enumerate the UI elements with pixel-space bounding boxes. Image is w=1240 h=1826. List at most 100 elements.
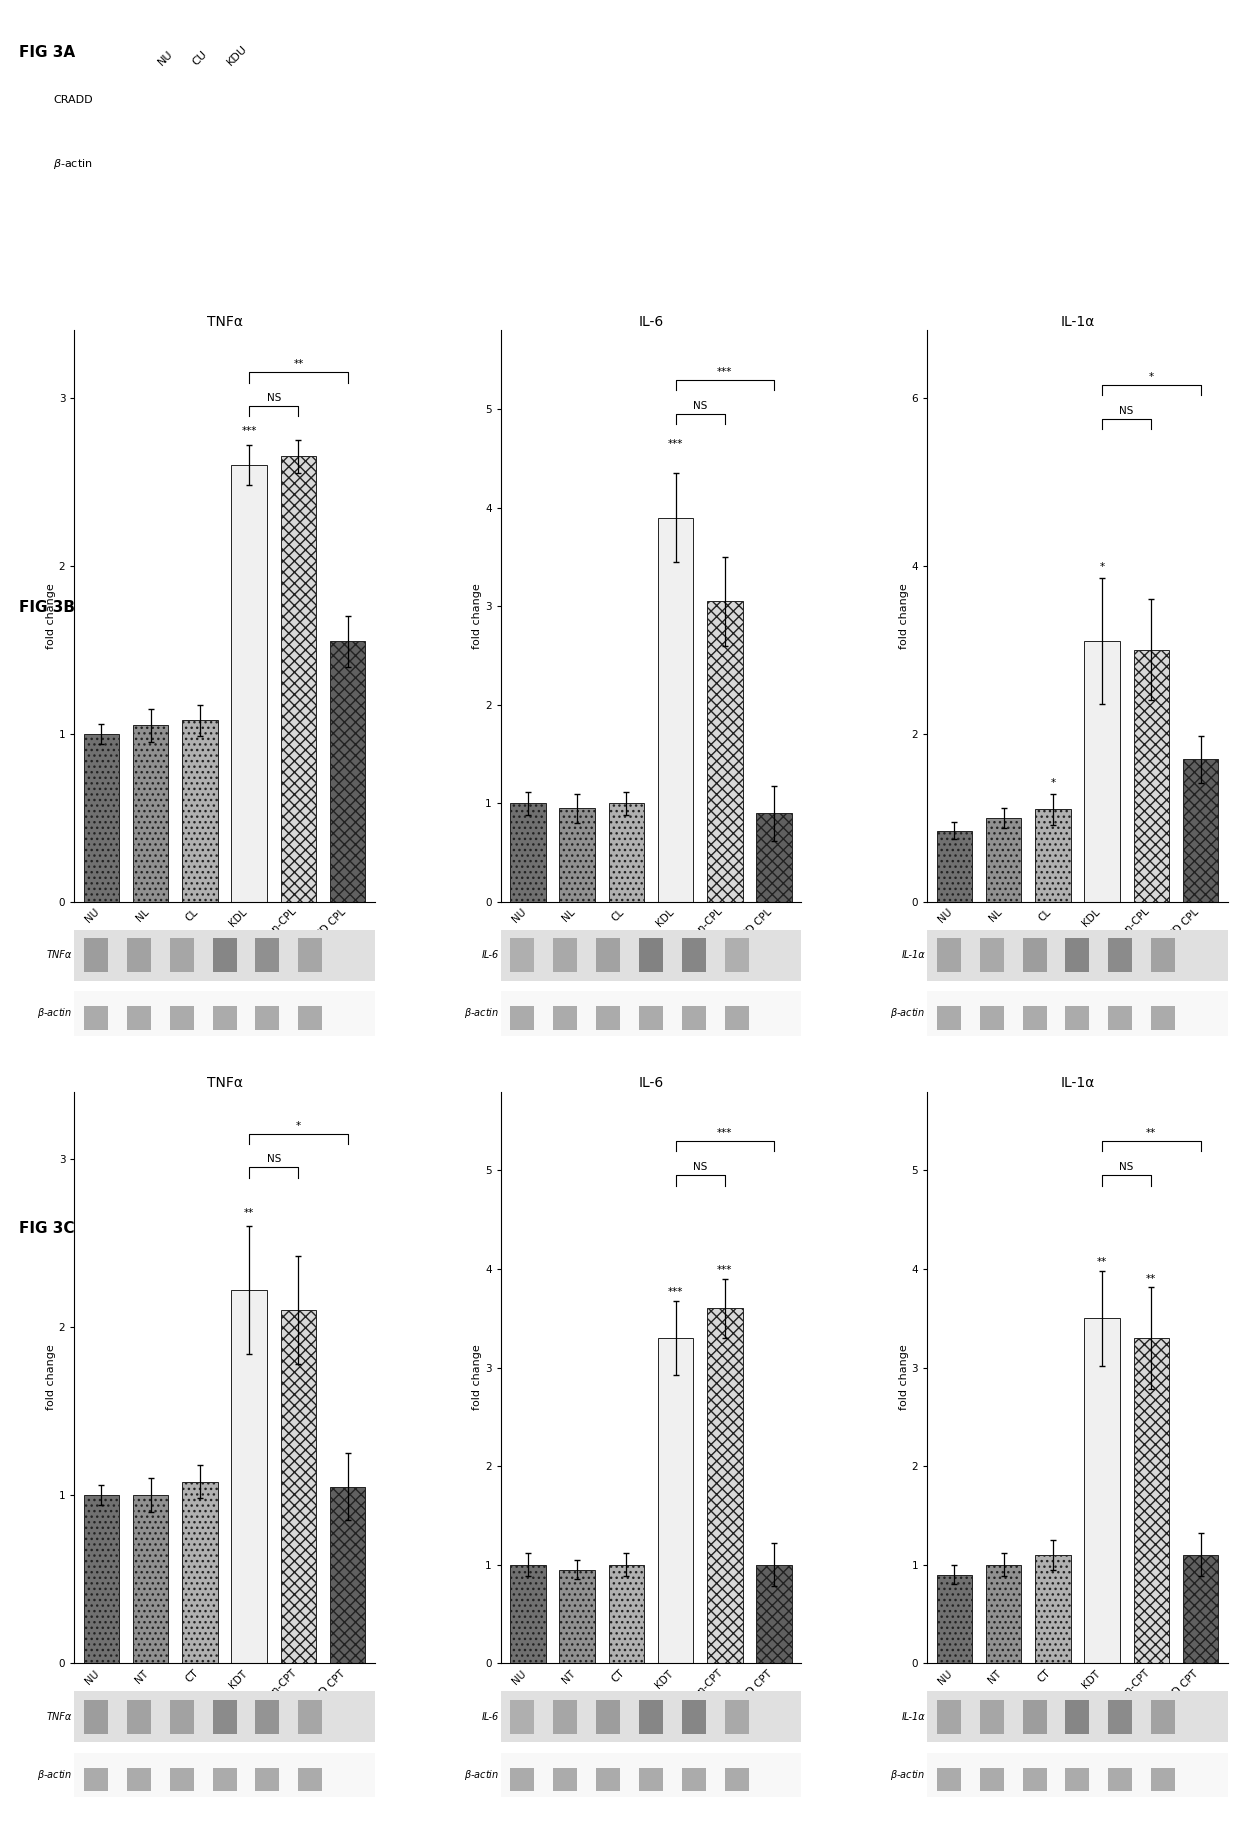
Bar [511,1006,534,1030]
Title: IL-6: IL-6 [639,1076,663,1090]
Title: TNFα: TNFα [207,316,243,329]
Bar [1065,1700,1090,1733]
Bar [609,1565,644,1663]
Text: $\beta$-actin: $\beta$-actin [890,1768,925,1782]
Bar [1035,1554,1070,1663]
Bar [596,939,620,973]
Text: ***: *** [717,1265,733,1275]
Text: $\beta$-actin: $\beta$-actin [464,1768,498,1782]
Bar [255,1006,279,1030]
Bar [1065,1768,1090,1791]
Text: ***: *** [668,1287,683,1296]
Bar [936,1700,961,1733]
Bar [559,1570,595,1663]
Text: FIG 3B: FIG 3B [19,599,74,615]
Title: IL-1α: IL-1α [1060,316,1095,329]
FancyBboxPatch shape [74,1753,374,1797]
Bar [84,1768,108,1791]
Bar [756,813,792,902]
Title: IL-6: IL-6 [639,316,663,329]
Bar [255,1768,279,1791]
Bar [126,1768,151,1791]
FancyBboxPatch shape [501,992,801,1035]
Bar [1151,1006,1176,1030]
Bar [255,939,279,973]
Bar [1084,1318,1120,1663]
Bar [756,1565,792,1663]
Text: $\beta$-actin: $\beta$-actin [464,1006,498,1021]
Bar [639,1768,663,1791]
Bar [133,725,169,902]
Bar [980,1768,1003,1791]
FancyBboxPatch shape [928,1691,1228,1742]
Text: *: * [296,1121,301,1130]
Bar [980,939,1003,973]
Bar [299,1700,322,1733]
Bar [596,1700,620,1733]
Text: **: ** [1146,1275,1157,1284]
FancyBboxPatch shape [74,929,374,981]
Bar [182,721,218,902]
Text: NS: NS [693,402,707,411]
Bar [936,1006,961,1030]
Bar [1065,939,1090,973]
FancyBboxPatch shape [74,1691,374,1742]
Bar [639,1700,663,1733]
Text: CRADD: CRADD [53,95,93,106]
Bar [1023,1700,1047,1733]
Bar [84,734,119,902]
Bar [639,1006,663,1030]
Text: $\beta$-actin: $\beta$-actin [890,1006,925,1021]
Bar [1109,1768,1132,1791]
Text: $\beta$-actin: $\beta$-actin [37,1006,72,1021]
Text: NS: NS [1120,1163,1133,1172]
Bar [936,939,961,973]
Text: ***: *** [668,438,683,449]
Bar [510,803,546,902]
Y-axis label: fold change: fold change [899,582,909,648]
Bar [1109,939,1132,973]
Bar [553,1768,577,1791]
FancyBboxPatch shape [501,1691,801,1742]
Text: *: * [1050,778,1055,789]
Bar [280,456,316,902]
Text: NS: NS [267,393,281,404]
Text: $\beta$-actin: $\beta$-actin [37,1768,72,1782]
Bar [1065,1006,1090,1030]
Text: FIG 3A: FIG 3A [19,44,74,60]
Bar [986,818,1022,902]
Bar [511,1768,534,1791]
Bar [658,1338,693,1663]
Bar [725,1768,749,1791]
Y-axis label: fold change: fold change [472,582,482,648]
Title: IL-1α: IL-1α [1060,1076,1095,1090]
Bar [1133,1338,1169,1663]
Bar [707,1309,743,1663]
Text: ***: *** [717,1128,733,1138]
Bar [1151,1700,1176,1733]
Bar [170,1006,193,1030]
Bar [936,831,972,902]
Bar [299,1768,322,1791]
Text: **: ** [294,360,304,369]
Y-axis label: fold change: fold change [899,1344,909,1410]
Bar [232,1289,267,1663]
Text: IL-1α: IL-1α [901,951,925,960]
Bar [1023,939,1047,973]
FancyBboxPatch shape [928,929,1228,981]
Bar [596,1006,620,1030]
Bar [1151,1768,1176,1791]
Bar [1183,760,1218,902]
FancyBboxPatch shape [74,992,374,1035]
Bar [725,1006,749,1030]
Bar [84,939,108,973]
Bar [170,1700,193,1733]
Bar [1035,809,1070,902]
Bar [1133,650,1169,902]
Text: $\beta$-actin: $\beta$-actin [53,157,93,172]
Text: NU: NU [156,49,175,68]
Bar [936,1768,961,1791]
Bar [84,1495,119,1663]
Y-axis label: fold change: fold change [46,582,56,648]
Text: TNFα: TNFα [47,951,72,960]
